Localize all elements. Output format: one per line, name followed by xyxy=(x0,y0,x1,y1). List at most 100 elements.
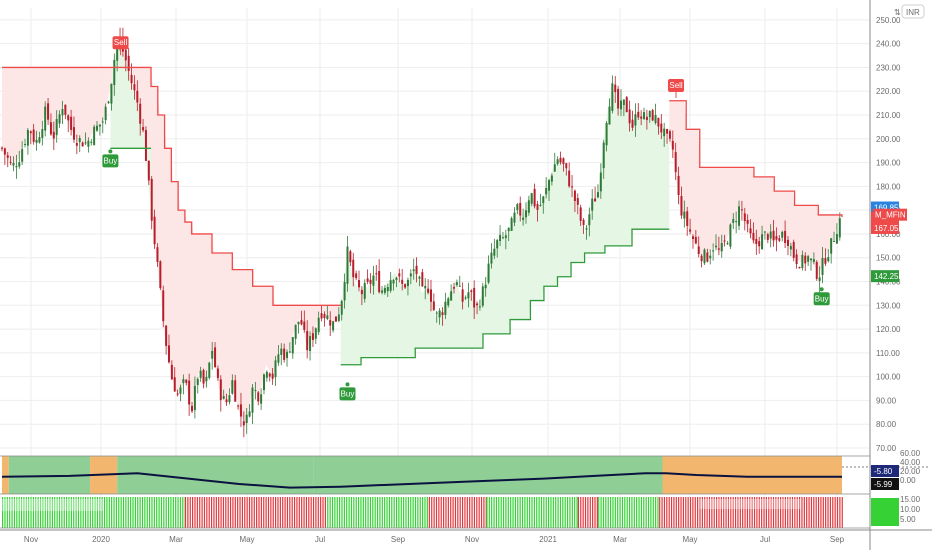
buy-signal[interactable]: Buy xyxy=(813,287,830,306)
candle-body xyxy=(571,186,574,188)
sell-signal-box[interactable] xyxy=(668,79,685,92)
histogram-pane xyxy=(0,497,899,529)
histogram-bar xyxy=(49,497,51,528)
histogram-bar xyxy=(498,497,500,528)
candle-body xyxy=(165,325,168,346)
histogram-bar xyxy=(784,497,786,528)
histogram-bar xyxy=(631,497,633,528)
candle-body xyxy=(219,379,222,400)
candle-body xyxy=(453,287,456,289)
candle-body xyxy=(833,241,836,243)
histogram-bar xyxy=(239,497,241,528)
histogram-bar xyxy=(447,497,449,528)
candle-body xyxy=(144,130,147,161)
histogram-bar xyxy=(803,497,805,528)
candle-body xyxy=(766,234,769,240)
histogram-bar xyxy=(526,497,528,528)
oscillator-main-line xyxy=(1,472,842,489)
candle-body xyxy=(340,300,343,315)
histogram-bar xyxy=(424,497,426,528)
histogram-bar xyxy=(445,497,447,528)
candle-body xyxy=(303,321,306,330)
x-tick-label: Sep xyxy=(830,535,845,544)
histogram-bar xyxy=(517,497,519,528)
candle-body xyxy=(749,228,752,234)
candle-body xyxy=(504,235,507,239)
sell-signal-box[interactable] xyxy=(112,36,129,50)
candle-body xyxy=(671,140,674,150)
histogram-bar xyxy=(203,497,206,528)
candle-body xyxy=(214,347,217,368)
price-axis[interactable]: 250.00 240.00 230.00 220.00 210.00 200.00 190.… xyxy=(869,0,921,550)
histogram-bar xyxy=(194,497,196,528)
candle-body xyxy=(277,354,280,363)
candle-body xyxy=(185,379,188,383)
candle-body xyxy=(251,387,254,413)
candle-body xyxy=(545,187,548,195)
candle-body xyxy=(167,345,170,363)
histogram-bar xyxy=(505,497,507,528)
histogram-bar xyxy=(184,497,187,528)
stop-price-tag-text: 167.05 xyxy=(874,224,899,233)
time-axis[interactable]: Nov 2020 Mar May Jul Sep Nov 2021 Mar May Jul Sep xyxy=(0,529,932,544)
histogram-bar xyxy=(645,497,647,528)
histogram-bar xyxy=(353,497,355,528)
candle-body xyxy=(815,261,818,279)
candle-body xyxy=(596,192,599,198)
histogram-bar xyxy=(438,497,440,528)
histogram-bar xyxy=(751,497,753,528)
candle-body xyxy=(706,252,709,262)
candle-body xyxy=(542,196,545,204)
histogram-bar xyxy=(598,497,600,528)
candle-body xyxy=(810,258,813,261)
candle-body xyxy=(421,272,424,287)
currency-badge[interactable]: INR ⇅ xyxy=(894,4,925,19)
histogram-bar xyxy=(182,497,184,528)
histogram-bar xyxy=(576,497,578,528)
histogram-bar xyxy=(817,497,820,528)
candle-body xyxy=(355,273,358,279)
histogram-bar xyxy=(734,497,737,528)
buy-signal-box[interactable] xyxy=(339,387,356,401)
y-tick-label: 250.00 xyxy=(876,16,901,25)
x-tick-label: Jul xyxy=(760,535,770,544)
histogram-bar xyxy=(500,497,502,528)
candle-body xyxy=(686,211,689,226)
histogram-bar xyxy=(701,497,703,528)
histogram-bar xyxy=(215,497,217,528)
buy-signal[interactable]: Buy xyxy=(102,149,119,168)
buy-signal[interactable]: Buy xyxy=(339,382,356,401)
candle-body xyxy=(550,175,553,182)
sell-signal[interactable]: Sell xyxy=(668,79,685,98)
candle-body xyxy=(467,292,470,299)
sell-signal-text: Sell xyxy=(669,81,683,90)
scale-toggle-icon[interactable]: ⇅ xyxy=(894,8,901,17)
histogram-bar xyxy=(739,497,741,528)
histogram-bar xyxy=(461,497,464,528)
signal-labels[interactable]: Sell Buy Buy Sell Buy xyxy=(102,36,830,401)
candle-body xyxy=(113,59,116,85)
histogram-bar xyxy=(139,497,141,528)
candle-body xyxy=(78,138,81,143)
candle-body xyxy=(136,90,139,103)
candle-body xyxy=(743,213,746,222)
candle-body xyxy=(450,291,453,301)
y-tick-label: 150.00 xyxy=(876,254,901,263)
histogram-bar xyxy=(175,497,177,528)
histogram-bar xyxy=(780,497,782,528)
histogram-bar xyxy=(267,497,270,528)
buy-signal-box[interactable] xyxy=(102,154,119,168)
candle-body xyxy=(481,286,484,306)
candle-body xyxy=(458,285,461,287)
histogram-bar xyxy=(32,497,35,528)
buy-signal-box[interactable] xyxy=(813,292,830,306)
candle-body xyxy=(562,158,565,165)
price-candles xyxy=(1,27,841,438)
sell-signal[interactable]: Sell xyxy=(112,36,129,56)
osc-value-tag-2-bg xyxy=(871,478,899,490)
candle-body xyxy=(130,74,133,84)
histogram-bar xyxy=(655,497,657,528)
histogram-bar xyxy=(170,497,172,528)
candle-body xyxy=(723,240,726,242)
